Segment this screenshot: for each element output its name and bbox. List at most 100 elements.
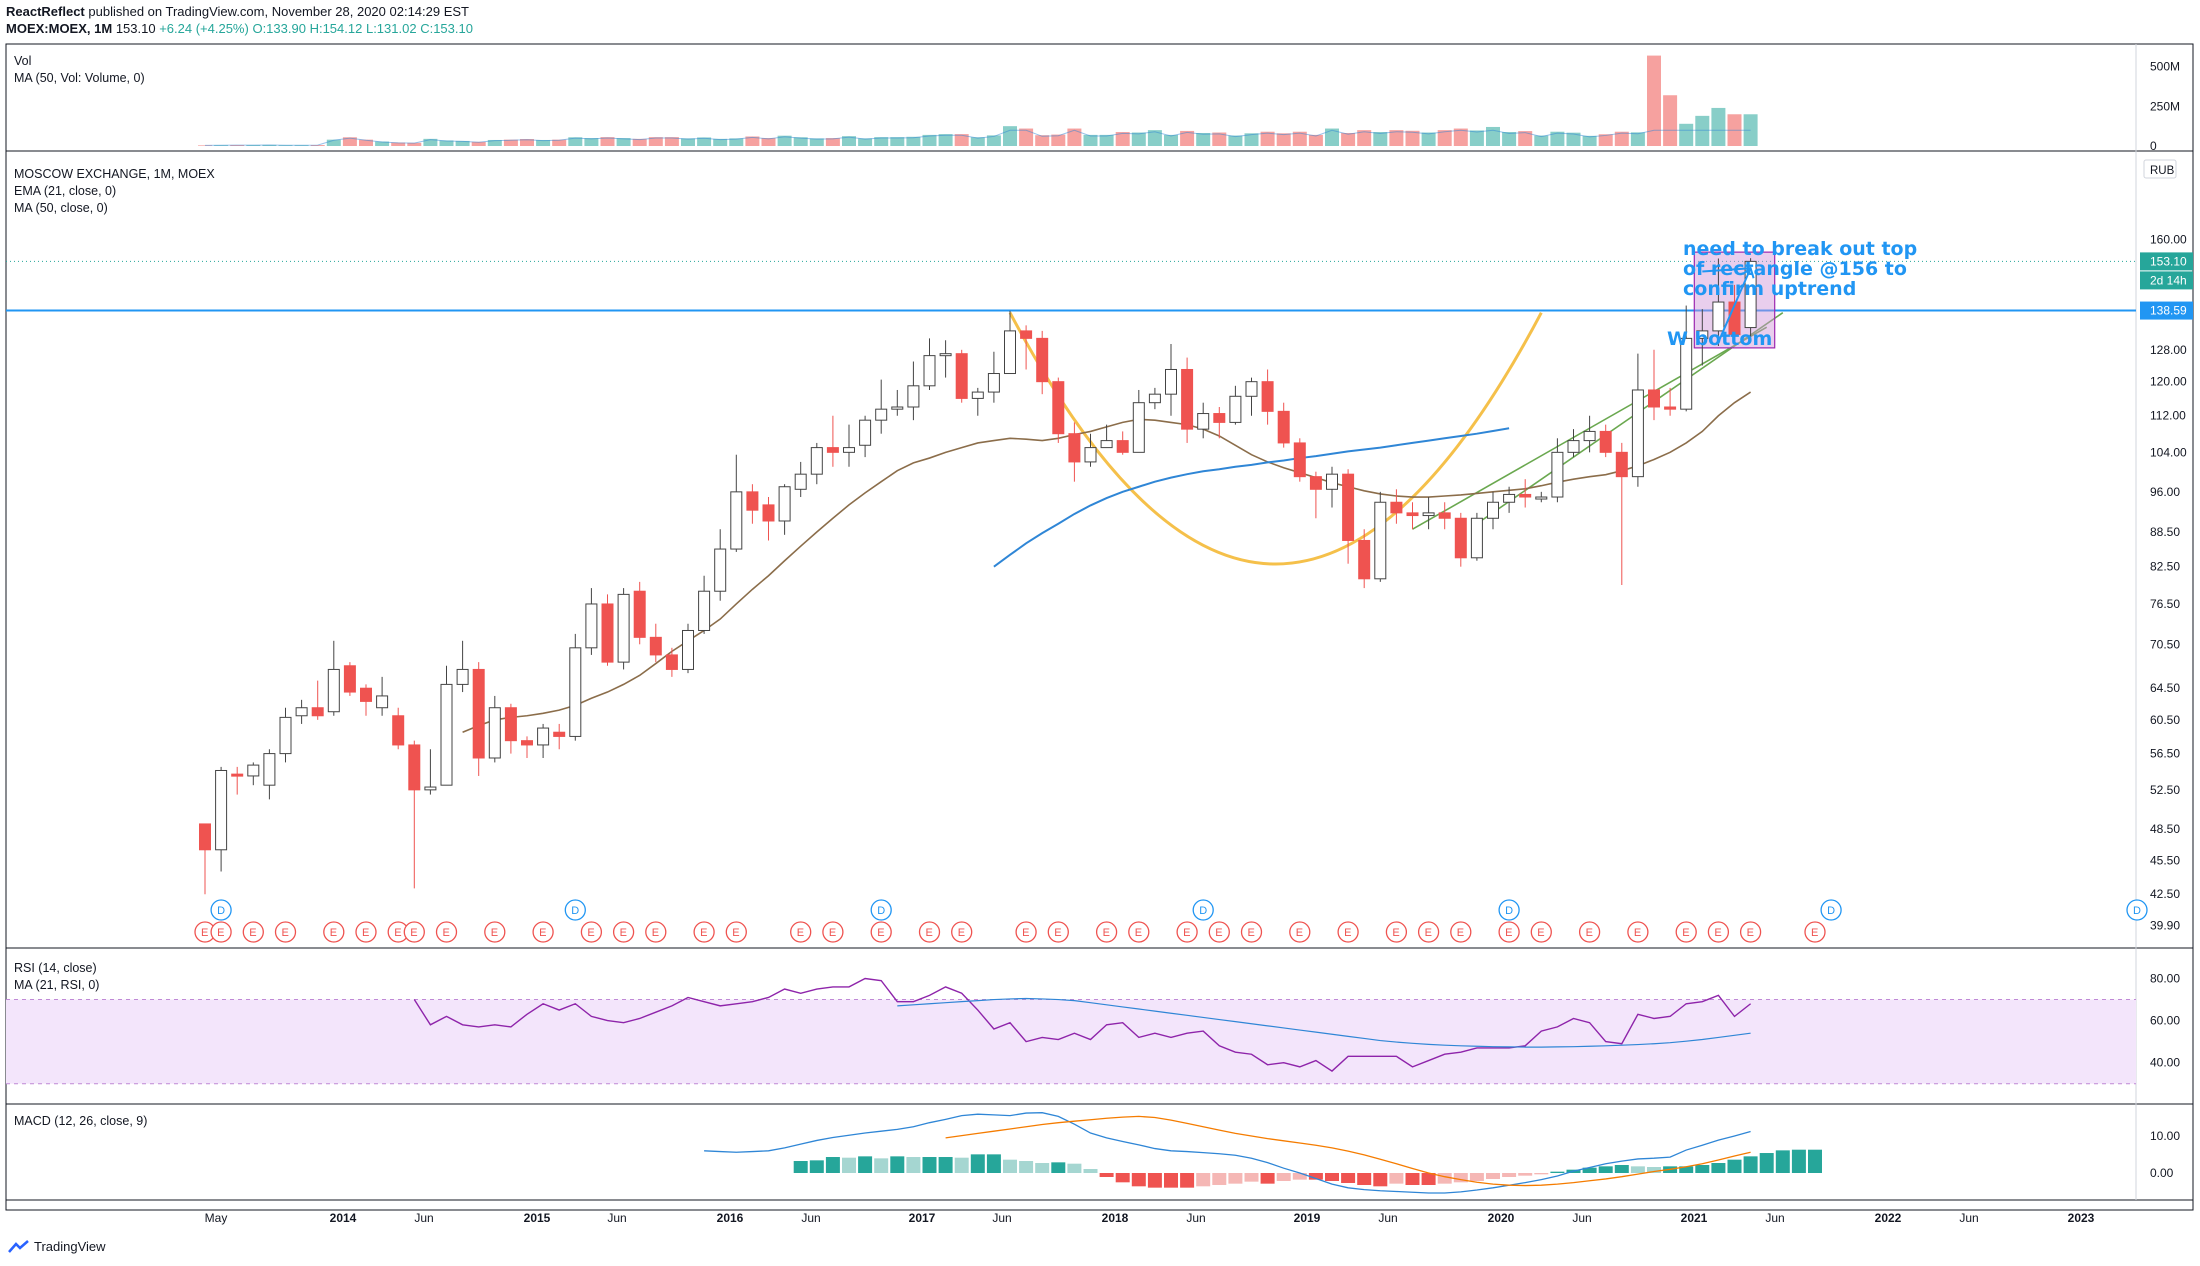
price-tick-15: 48.50: [2150, 822, 2180, 836]
candle-body: [1438, 512, 1451, 519]
candle-24: [585, 588, 598, 655]
candle-90: [1648, 349, 1660, 421]
earnings-letter: E: [201, 927, 208, 939]
earnings-marker-5: E: [355, 921, 377, 943]
earnings-letter: E: [443, 927, 450, 939]
macd-hist-bar-34: [1341, 1173, 1356, 1183]
price-tick-2: 128.00: [2150, 343, 2187, 357]
candle-74: [1390, 489, 1403, 524]
last-price-badge: 153.10: [2140, 252, 2193, 271]
earnings-marker-11: E: [580, 921, 603, 943]
volume-bar-84: [1550, 131, 1565, 146]
candle-body: [1503, 493, 1516, 503]
earnings-icon: [1707, 921, 1730, 943]
volume-pane-title: Vol: [14, 54, 32, 68]
volume-bar-52: [1035, 135, 1050, 146]
earnings-letter: E: [217, 927, 224, 939]
macd-hist-bar-58: [1727, 1159, 1742, 1173]
earnings-letter: E: [1103, 927, 1110, 939]
earnings-letter: E: [1344, 927, 1351, 939]
candle-body: [1599, 430, 1612, 453]
candle-47: [955, 349, 968, 403]
volume-bar-91: [1663, 95, 1678, 146]
earnings-letter: E: [587, 927, 594, 939]
volume-bar-29: [664, 137, 679, 146]
macd-signal-line: [945, 1115, 1751, 1187]
earnings-marker-15: E: [725, 921, 747, 943]
price-tick-11: 64.50: [2150, 681, 2180, 695]
candle-46: [939, 340, 952, 378]
macd-hist-bar-36: [1373, 1173, 1388, 1187]
candle-9: [343, 662, 356, 696]
macd-hist-bar-15: [1035, 1163, 1050, 1173]
candle-77: [1438, 502, 1451, 530]
candle-13: [408, 740, 421, 889]
macd-hist-bar-52: [1630, 1166, 1645, 1173]
candle-53: [1052, 377, 1065, 443]
candle-body: [295, 707, 308, 717]
candle-82: [1519, 479, 1532, 508]
earnings-icon: [725, 921, 747, 943]
candle-body: [746, 491, 759, 511]
candle-61: [1181, 357, 1194, 443]
volume-bar-80: [1486, 126, 1500, 146]
candle-1: [215, 766, 228, 872]
time-tick-0: May: [205, 1211, 228, 1225]
volume-bar-13: [407, 142, 422, 146]
volume-bar-93: [1695, 115, 1710, 146]
volume-bar-82: [1518, 131, 1533, 146]
earnings-marker-19: E: [918, 921, 941, 943]
earnings-icon: [210, 921, 232, 943]
candle-body: [1197, 413, 1210, 430]
macd-hist-bar-6: [890, 1156, 905, 1173]
candle-45: [923, 338, 936, 390]
earnings-letter: E: [1457, 927, 1464, 939]
candle-66: [1261, 369, 1274, 425]
volume-bar-50: [1003, 126, 1017, 146]
macd-hist-bar-53: [1647, 1167, 1661, 1173]
candle-body: [923, 355, 936, 387]
macd-hist-bar-49: [1582, 1167, 1597, 1173]
earnings-letter: E: [1682, 927, 1689, 939]
dividend-icon: [1820, 899, 1842, 921]
candle-body: [456, 668, 469, 685]
candle-58: [1132, 389, 1145, 453]
earnings-marker-38: E: [1707, 921, 1730, 943]
candle-body: [327, 668, 340, 713]
candle-70: [1326, 466, 1338, 508]
earnings-icon: [1804, 921, 1826, 943]
candle-body: [1342, 473, 1355, 541]
macd-hist-bar-37: [1389, 1173, 1404, 1184]
candle-body: [1020, 330, 1033, 339]
macd-hist-bar-5: [874, 1158, 889, 1173]
volume-bar-42: [874, 137, 889, 146]
tradingview-brand[interactable]: TradingView: [8, 1239, 106, 1254]
earnings-letter: E: [1022, 927, 1029, 939]
volume-bar-87: [1598, 134, 1613, 146]
time-tick-17: 2022: [1875, 1211, 1902, 1225]
earnings-letter: E: [1634, 927, 1641, 939]
earnings-icon: [1240, 921, 1263, 943]
macd-hist-bar-12: [986, 1154, 1001, 1173]
currency-badge-box: [2143, 159, 2177, 179]
price-tick-16: 45.50: [2150, 854, 2180, 868]
macd-hist-bar-51: [1614, 1165, 1629, 1173]
earnings-icon: [484, 921, 506, 943]
volume-bar-74: [1389, 130, 1404, 146]
volume-bar-90: [1647, 55, 1661, 146]
countdown-badge-box: [2140, 271, 2193, 290]
volume-bar-83: [1534, 135, 1549, 146]
candle-64: [1229, 385, 1242, 425]
candle-body: [843, 447, 855, 453]
earnings-marker-10: E: [532, 921, 554, 943]
candle-87: [1599, 424, 1612, 458]
volume-bar-20: [520, 139, 534, 146]
dividend-marker-5: D: [1820, 899, 1842, 921]
candle-body: [1744, 260, 1757, 329]
candle-76: [1422, 497, 1435, 530]
candle-body: [1696, 330, 1709, 339]
dividend-icon: [1498, 899, 1520, 921]
macd-hist-bar-27: [1228, 1173, 1243, 1184]
candle-15: [440, 665, 453, 786]
